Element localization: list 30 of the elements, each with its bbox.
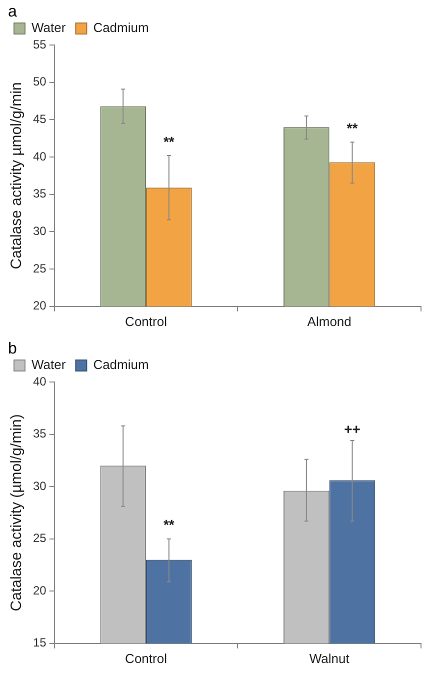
- y-axis-title: Catalase activity µmol/g/min: [8, 82, 26, 270]
- legend-label: Cadmium: [93, 20, 149, 36]
- y-tick-label: 30: [32, 224, 47, 238]
- y-tick-label: 20: [32, 583, 47, 598]
- y-tick-label: 25: [32, 261, 47, 276]
- y-tick-label: 40: [32, 149, 47, 164]
- legend-label: Water: [32, 357, 66, 372]
- annotation: ++: [344, 420, 360, 437]
- legend-label: Water: [32, 20, 66, 36]
- x-tick-label: Control: [125, 650, 168, 666]
- y-tick-label: 50: [32, 74, 47, 89]
- x-tick-label: Control: [125, 314, 168, 329]
- y-axis-title: Catalase activity (µmol/g/min): [8, 414, 26, 612]
- y-tick-label: 35: [32, 186, 47, 201]
- x-tick-label: Almond: [307, 314, 352, 329]
- legend-label: Cadmium: [93, 357, 149, 372]
- y-tick-label: 25: [32, 531, 47, 546]
- y-tick-label: 35: [32, 426, 47, 441]
- y-tick-label: 40: [32, 374, 47, 388]
- annotation: **: [163, 516, 175, 533]
- y-tick-label: 15: [32, 636, 47, 650]
- y-tick-label: 20: [32, 298, 47, 313]
- annotation: **: [163, 133, 175, 150]
- y-tick-label: 45: [32, 112, 47, 126]
- annotation: **: [346, 120, 358, 136]
- chart-title: a: [8, 3, 17, 20]
- chart-title: b: [8, 340, 17, 358]
- y-tick-label: 30: [32, 478, 47, 493]
- x-tick-label: Walnut: [309, 650, 350, 666]
- y-tick-label: 55: [32, 37, 47, 52]
